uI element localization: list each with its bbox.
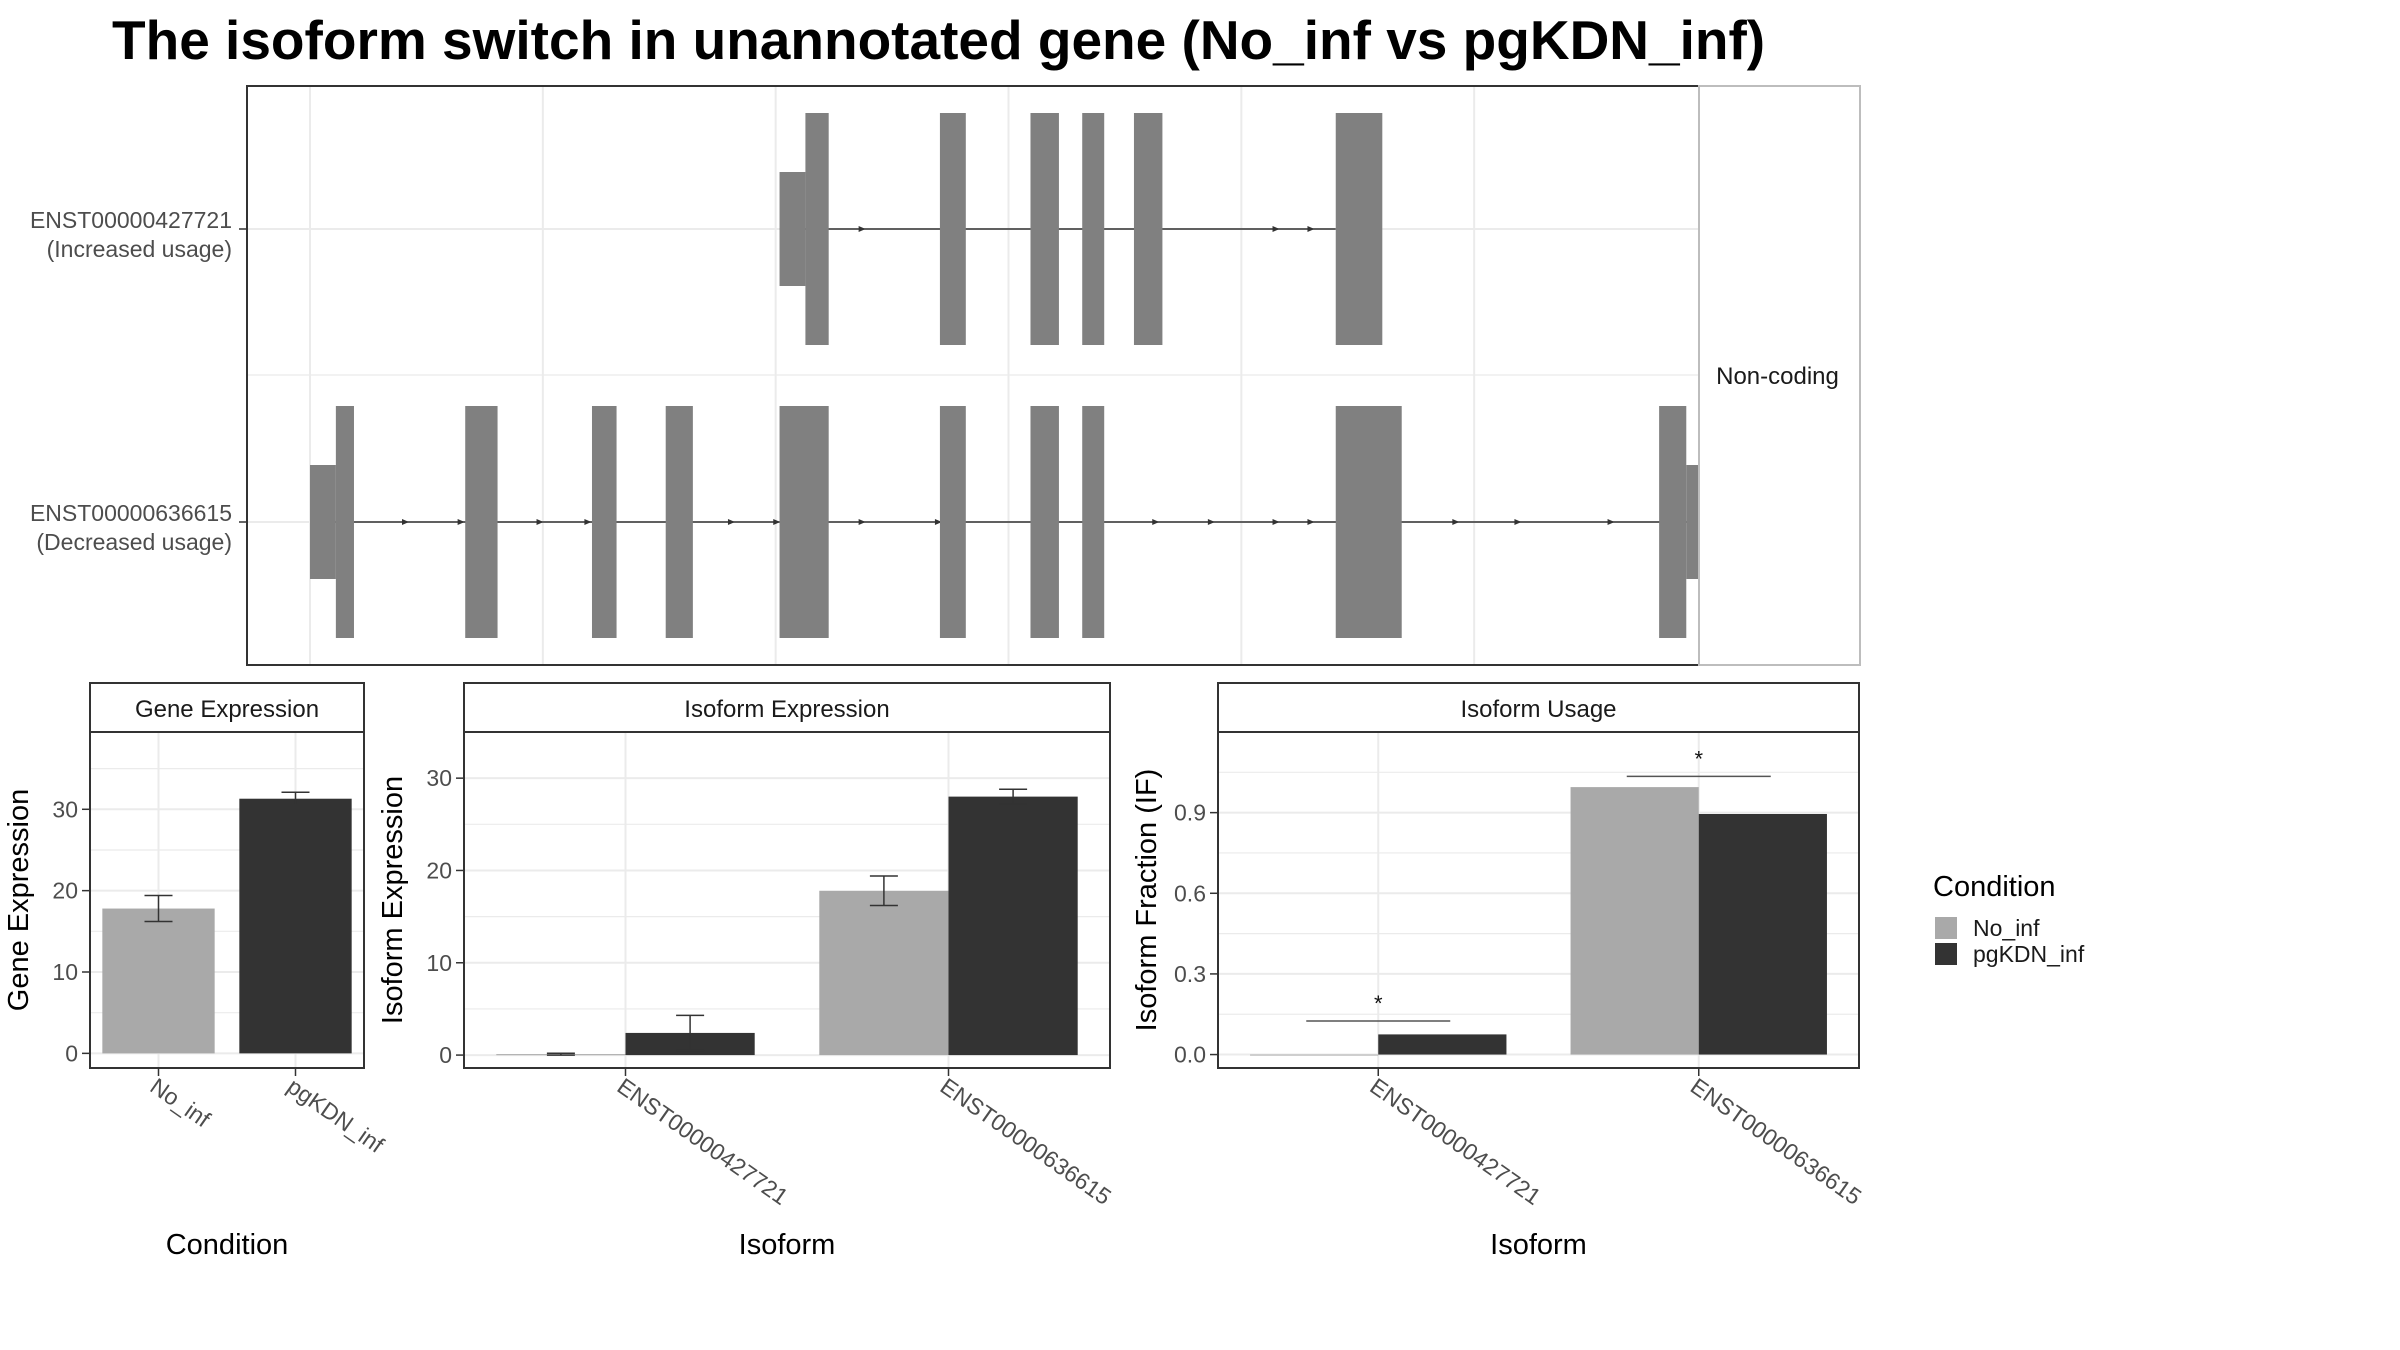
transcript-label-ENST00000636615: ENST00000636615 (30, 500, 232, 526)
intron-arrow-ENST00000636615-13 (1452, 519, 1460, 525)
intron-arrow-ENST00000636615-0 (402, 519, 410, 525)
panel2-bar-No_inf-1 (819, 890, 949, 1056)
intron-arrow-ENST00000427721-2 (1272, 226, 1280, 232)
panel3-facet-label: Isoform Usage (1460, 696, 1616, 723)
exon-ENST00000636615-2 (465, 406, 498, 638)
panel2-xlabel: Isoform (739, 1229, 836, 1261)
exon-ENST00000427721-6 (1335, 113, 1383, 345)
panel3-ylabel: Isoform Fraction (IF) (1131, 769, 1163, 1032)
intron-arrow-ENST00000636615-2 (536, 519, 544, 525)
legend-title: Condition (1933, 871, 2056, 903)
intron-arrow-ENST00000427721-3 (1307, 226, 1315, 232)
panel3-ytick-label-1: 0.3 (1174, 961, 1206, 987)
intron-arrow-ENST00000636615-15 (1607, 519, 1615, 525)
legend-label-0: No_inf (1973, 915, 2040, 941)
exon-ENST00000636615-3 (591, 406, 617, 638)
panel1-ylabel: Gene Expression (3, 789, 35, 1011)
gene-structure-panel: ENST00000427721 (Increased usage) ENST0000… (30, 85, 1861, 666)
intron-arrow-ENST00000636615-1 (457, 519, 465, 525)
exon-ENST00000636615-10 (1659, 406, 1687, 638)
transcript-sublabel-ENST00000427721: (Increased usage) (47, 236, 232, 262)
panel1-ytick-label-2: 20 (52, 878, 78, 904)
exon-ENST00000427721-3 (1030, 113, 1059, 345)
panel1-xtick-label-1: pgKDN_inf (283, 1073, 390, 1158)
panel2-ytick-label-3: 30 (426, 765, 452, 791)
exon-ENST00000636615-0 (310, 465, 336, 579)
intron-arrow-ENST00000636615-11 (1307, 519, 1315, 525)
panel3-bar-pgKDN_inf-1 (1698, 813, 1827, 1055)
intron-arrow-ENST00000636615-10 (1272, 519, 1280, 525)
panel3-bar-pgKDN_inf-0 (1378, 1034, 1507, 1055)
intron-arrow-ENST00000636615-7 (934, 519, 942, 525)
panel1-facet-label: Gene Expression (135, 696, 319, 723)
panel3-ytick-label-0: 0.0 (1174, 1042, 1206, 1068)
legend-label-1: pgKDN_inf (1973, 941, 2085, 967)
panel3-ytick-label-3: 0.9 (1174, 800, 1206, 826)
panel3-xtick-label-0: ENST00000427721 (1365, 1073, 1545, 1210)
panel1-ytick-label-3: 30 (52, 796, 78, 822)
panel1-ytick-label-1: 10 (52, 959, 78, 985)
bar-panels: 0 10 20 30 Gene Expression No_inf pgKDN_inf Con… (3, 682, 1866, 1261)
panel2-xtick-label-0: ENST00000427721 (613, 1073, 793, 1210)
panel2-ytick-label-2: 20 (426, 857, 452, 883)
panel1-bar-0 (102, 908, 215, 1054)
facet-strip-noncoding (1698, 85, 1861, 666)
panel1-xtick-label-0: No_inf (146, 1073, 216, 1133)
panel2-facet-label: Isoform Expression (684, 696, 889, 723)
legend-swatch-0 (1935, 917, 1957, 939)
intron-arrow-ENST00000636615-9 (1207, 519, 1215, 525)
intron-arrow-ENST00000636615-4 (727, 519, 735, 525)
panel2-ytick-label-1: 10 (426, 950, 452, 976)
intron-arrow-ENST00000636615-5 (773, 519, 781, 525)
legend-swatch-1 (1935, 943, 1957, 965)
intron-arrow-ENST00000636615-8 (1152, 519, 1160, 525)
panel2-ytick-label-0: 0 (439, 1042, 452, 1068)
panel3-sig-star-0: * (1374, 991, 1383, 1016)
transcript-sublabel-ENST00000636615: (Decreased usage) (36, 529, 232, 555)
intron-arrow-ENST00000636615-6 (858, 519, 866, 525)
panel2-bar-pgKDN_inf-1 (948, 796, 1078, 1056)
exon-ENST00000427721-2 (939, 113, 966, 345)
chart-title: The isoform switch in unannotated gene (… (112, 9, 1766, 71)
panel1-ytick-label-0: 0 (65, 1040, 78, 1066)
panel1-bar-1 (239, 798, 352, 1054)
panel3-xlabel: Isoform (1490, 1229, 1587, 1261)
intron-arrow-ENST00000427721-0 (858, 226, 866, 232)
exon-ENST00000427721-4 (1082, 113, 1105, 345)
panel3-sig-star-1: * (1694, 746, 1703, 771)
intron-arrow-ENST00000636615-3 (584, 519, 592, 525)
panel1-strip (89, 682, 365, 733)
exon-ENST00000636615-4 (665, 406, 693, 638)
panel3-strip (1217, 682, 1860, 733)
panel3-bar-No_inf-0 (1250, 1054, 1379, 1056)
panel3-bar-No_inf-1 (1570, 787, 1699, 1055)
exon-ENST00000636615-5 (779, 406, 829, 638)
exon-ENST00000636615-7 (1030, 406, 1059, 638)
exon-ENST00000427721-5 (1133, 113, 1163, 345)
panel2-strip (463, 682, 1111, 733)
exon-ENST00000636615-8 (1082, 406, 1105, 638)
exon-ENST00000427721-1 (805, 113, 829, 345)
panel2-xtick-label-1: ENST00000636615 (936, 1073, 1116, 1210)
exon-ENST00000636615-6 (939, 406, 966, 638)
facet-label-noncoding: Non-coding (1716, 363, 1839, 390)
exon-ENST00000636615-9 (1335, 406, 1402, 638)
panel3-ytick-label-2: 0.6 (1174, 880, 1206, 906)
panel1-xlabel: Condition (166, 1229, 289, 1261)
panel3-xtick-label-1: ENST00000636615 (1686, 1073, 1866, 1210)
intron-arrow-ENST00000636615-14 (1514, 519, 1522, 525)
transcript-label-ENST00000427721: ENST00000427721 (30, 207, 232, 233)
exon-ENST00000636615-1 (335, 406, 354, 638)
exon-ENST00000427721-0 (779, 172, 806, 286)
panel2-ylabel: Isoform Expression (377, 776, 409, 1024)
